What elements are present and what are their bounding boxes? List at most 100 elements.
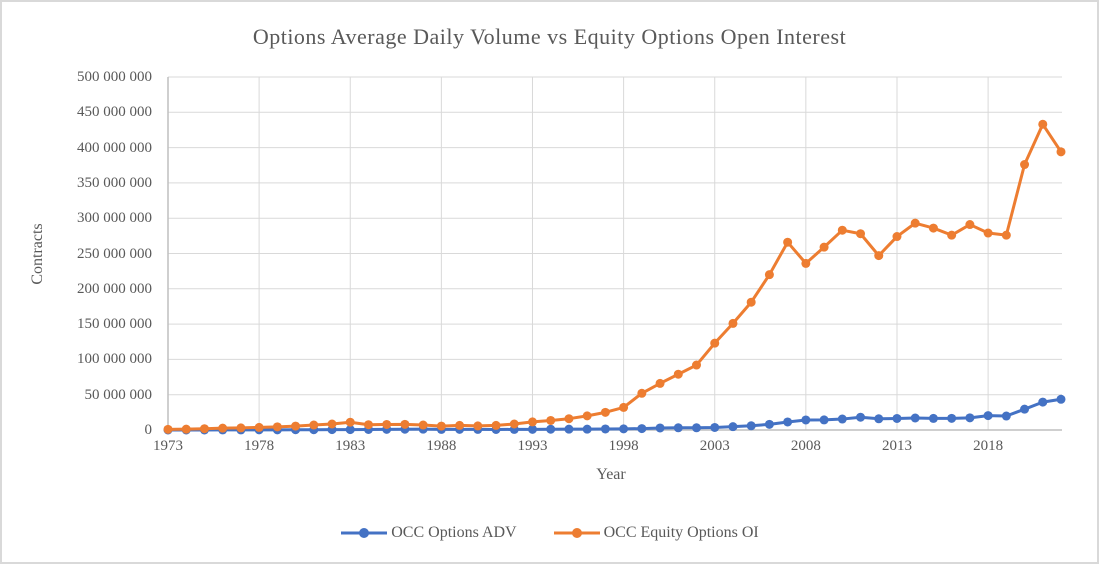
data-point-occ-equity-options-oi [363,420,373,430]
x-tick-label: 1993 [517,438,548,454]
data-point-occ-equity-options-oi [655,378,665,388]
data-point-occ-equity-options-oi [874,251,884,261]
data-point-occ-equity-options-oi [473,421,483,431]
chart-title: Options Average Daily Volume vs Equity O… [252,24,847,49]
data-point-occ-equity-options-oi [509,419,519,429]
data-point-occ-options-adv [746,421,756,431]
y-tick-label: 250 000 000 [77,245,152,262]
series-line-occ-equity-options-oi [166,122,1063,431]
data-point-occ-equity-options-oi [564,414,574,424]
data-point-occ-equity-options-oi [309,420,319,430]
data-point-occ-options-adv [673,423,683,433]
data-point-occ-equity-options-oi [600,407,610,417]
data-point-occ-options-adv [546,424,556,434]
data-point-occ-options-adv [619,424,629,434]
data-point-occ-equity-options-oi [436,421,446,431]
data-point-occ-options-adv [692,423,702,433]
x-tick-label: 2008 [790,438,821,454]
data-point-occ-equity-options-oi [965,220,975,230]
data-point-occ-equity-options-oi [527,417,537,427]
data-point-occ-equity-options-oi [382,419,392,429]
data-point-occ-options-adv [874,414,884,424]
data-point-occ-options-adv [1038,397,1048,407]
data-point-occ-equity-options-oi [1020,160,1030,170]
data-point-occ-options-adv [1056,394,1066,404]
data-point-occ-equity-options-oi [746,297,756,307]
x-tick-label: 1973 [153,438,183,454]
data-point-occ-options-adv [600,424,610,434]
data-point-occ-equity-options-oi [619,402,629,412]
data-point-occ-equity-options-oi [801,258,811,268]
legend-label-adv: OCC Options ADV [391,524,517,541]
legend-item-occ-equity-options-oi: OCC Equity Options OI [553,524,759,542]
y-tick-label: 450 000 000 [77,104,152,121]
data-point-occ-options-adv [837,414,847,424]
data-point-occ-options-adv [582,424,592,434]
data-point-occ-options-adv [965,413,975,423]
data-point-occ-equity-options-oi [272,422,282,432]
data-point-occ-options-adv [819,415,829,425]
data-point-occ-options-adv [728,422,738,432]
data-point-occ-equity-options-oi [947,230,957,240]
x-tick-label: 1988 [426,438,457,454]
legend: OCC Options ADV OCC Equity Options OI [2,524,1097,542]
data-point-occ-equity-options-oi [837,225,847,235]
legend-item-occ-options-adv: OCC Options ADV [340,524,517,542]
x-tick-label: 2013 [881,438,912,454]
data-point-occ-options-adv [910,413,920,423]
data-point-occ-equity-options-oi [582,411,592,421]
data-point-occ-options-adv [637,424,647,434]
y-tick-label: 300 000 000 [77,210,152,227]
data-point-occ-equity-options-oi [546,415,556,425]
data-point-occ-equity-options-oi [673,369,683,379]
data-point-occ-options-adv [928,413,938,423]
x-axis-title: Year [596,466,626,483]
data-point-occ-equity-options-oi [856,229,866,239]
data-point-occ-equity-options-oi [291,421,301,431]
data-point-occ-equity-options-oi [199,424,209,434]
data-point-occ-equity-options-oi [1001,230,1011,240]
data-point-occ-equity-options-oi [910,218,920,228]
data-point-occ-equity-options-oi [819,242,829,252]
data-point-occ-equity-options-oi [764,270,774,280]
y-tick-label: 150 000 000 [77,316,152,333]
data-point-occ-options-adv [564,424,574,434]
data-point-occ-options-adv [345,425,355,435]
data-point-occ-equity-options-oi [163,424,173,434]
data-point-occ-equity-options-oi [218,423,228,433]
data-point-occ-equity-options-oi [728,318,738,328]
data-point-occ-options-adv [783,417,793,427]
data-point-occ-options-adv [655,423,665,433]
data-point-occ-options-adv [527,424,537,434]
y-tick-label: 350 000 000 [77,174,152,191]
data-point-occ-equity-options-oi [345,417,355,427]
data-point-occ-equity-options-oi [710,338,720,348]
data-point-occ-options-adv [1020,404,1030,414]
data-point-occ-equity-options-oi [1056,147,1066,157]
y-tick-label: 100 000 000 [77,351,152,368]
data-point-occ-equity-options-oi [983,228,993,238]
y-tick-label: 0 [144,422,153,438]
data-point-occ-equity-options-oi [928,223,938,233]
x-tick-label: 1983 [335,438,366,454]
data-point-occ-options-adv [856,412,866,422]
y-tick-label: 500 000 000 [77,69,152,85]
data-point-occ-equity-options-oi [892,232,902,242]
x-tick-label: 1998 [608,438,639,454]
data-point-occ-equity-options-oi [236,423,246,433]
data-point-occ-equity-options-oi [491,420,501,430]
data-point-occ-equity-options-oi [327,419,337,429]
y-tick-label: 200 000 000 [77,280,152,297]
data-point-occ-options-adv [764,419,774,429]
data-point-occ-equity-options-oi [418,420,428,430]
x-tick-label: 1978 [244,438,275,454]
data-point-occ-equity-options-oi [692,360,702,370]
data-point-occ-equity-options-oi [400,419,410,429]
data-point-occ-options-adv [801,415,811,425]
data-point-occ-equity-options-oi [254,422,264,432]
legend-label-oi: OCC Equity Options OI [603,524,759,541]
x-tick-label: 2003 [699,438,730,454]
data-point-occ-options-adv [710,422,720,432]
